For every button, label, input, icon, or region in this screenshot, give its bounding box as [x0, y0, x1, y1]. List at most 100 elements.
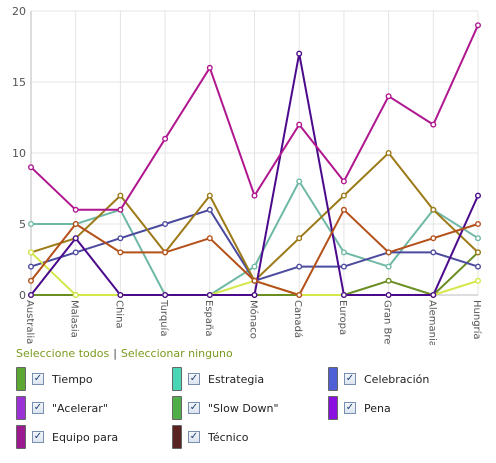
- y-tick-label: 20: [12, 5, 26, 18]
- data-point: [340, 178, 347, 185]
- x-tick-label: Alemania: [426, 300, 437, 345]
- data-point: [296, 50, 303, 57]
- y-tick-label: 15: [12, 76, 26, 89]
- data-point: [475, 263, 482, 270]
- data-point: [385, 292, 392, 299]
- legend-swatch: [328, 396, 338, 420]
- data-point: [296, 121, 303, 128]
- data-point: [430, 121, 437, 128]
- data-point: [430, 292, 437, 299]
- legend-swatch: [328, 367, 338, 391]
- data-point: [340, 249, 347, 256]
- legend-swatch: [172, 396, 182, 420]
- data-point: [206, 292, 213, 299]
- legend-swatch: [172, 425, 182, 449]
- legend-label: Pena: [364, 401, 391, 415]
- data-point: [206, 235, 213, 242]
- legend-checkbox[interactable]: ✓: [344, 402, 356, 414]
- data-point: [251, 292, 258, 299]
- select-all-link[interactable]: Seleccione todos: [16, 347, 110, 360]
- data-point: [430, 206, 437, 213]
- data-point: [475, 235, 482, 242]
- legend-item-pena[interactable]: ✓ Pena: [328, 395, 391, 421]
- data-point: [385, 149, 392, 156]
- legend-checkbox[interactable]: ✓: [344, 373, 356, 385]
- x-tick-label: Mónaco: [248, 300, 260, 339]
- y-tick-label: 10: [12, 147, 26, 160]
- legend-checkbox[interactable]: ✓: [188, 373, 200, 385]
- data-point: [72, 292, 79, 299]
- data-point: [162, 220, 169, 227]
- x-tick-label: China: [113, 300, 124, 329]
- data-point: [162, 292, 169, 299]
- data-point: [385, 249, 392, 256]
- y-tick-label: 5: [19, 218, 26, 231]
- data-point: [475, 192, 482, 199]
- legend-swatch: [172, 367, 182, 391]
- legend-item-tiempo[interactable]: ✓ Tiempo: [16, 366, 93, 392]
- data-point: [385, 277, 392, 284]
- y-tick-label: 0: [19, 289, 26, 302]
- data-point: [475, 22, 482, 29]
- data-point: [28, 277, 35, 284]
- legend: ✓ Tiempo ✓ Estrategia ✓ Celebración ✓ "A…: [16, 366, 486, 458]
- data-point: [72, 206, 79, 213]
- legend-item-equipo-para[interactable]: ✓ Equipo para: [16, 424, 118, 450]
- data-point: [296, 235, 303, 242]
- legend-item-celebracion[interactable]: ✓ Celebración: [328, 366, 429, 392]
- selection-separator: |: [113, 347, 117, 360]
- data-point: [296, 178, 303, 185]
- data-point: [28, 164, 35, 171]
- legend-swatch: [16, 367, 26, 391]
- legend-item-slow-down[interactable]: ✓ "Slow Down": [172, 395, 279, 421]
- data-point: [206, 192, 213, 199]
- legend-label: Estrategia: [208, 372, 265, 386]
- x-tick-label: Hungría: [471, 300, 483, 340]
- legend-checkbox[interactable]: ✓: [32, 402, 44, 414]
- data-point: [251, 277, 258, 284]
- legend-label: Tiempo: [52, 372, 93, 386]
- data-point: [430, 235, 437, 242]
- legend-label: Celebración: [364, 372, 430, 386]
- data-points: [28, 22, 482, 299]
- line-chart: 0 5 10 15 20 Australia Malasia China Turquía Espa…: [12, 5, 483, 345]
- legend-label: Técnico: [208, 430, 249, 444]
- data-point: [117, 249, 124, 256]
- legend-checkbox[interactable]: ✓: [32, 373, 44, 385]
- x-tick-label: España: [203, 300, 214, 336]
- selection-controls: Seleccione todos | Seleccionar ninguno: [16, 347, 233, 360]
- data-point: [28, 292, 35, 299]
- data-point: [117, 292, 124, 299]
- select-none-link[interactable]: Seleccionar ninguno: [120, 347, 233, 360]
- legend-label: Equipo para: [52, 430, 119, 444]
- data-point: [430, 249, 437, 256]
- x-tick-label: Turquía: [158, 299, 170, 336]
- data-point: [206, 206, 213, 213]
- data-point: [296, 263, 303, 270]
- data-point: [251, 192, 258, 199]
- x-tick-label: Canadá: [292, 300, 304, 338]
- legend-label: "Acelerar": [52, 401, 108, 415]
- legend-swatch: [16, 396, 26, 420]
- x-tick-label: Malasia: [69, 300, 80, 338]
- data-point: [162, 249, 169, 256]
- data-point: [72, 220, 79, 227]
- data-point: [385, 263, 392, 270]
- data-point: [28, 263, 35, 270]
- legend-item-estrategia[interactable]: ✓ Estrategia: [172, 366, 264, 392]
- data-point: [340, 192, 347, 199]
- data-point: [475, 249, 482, 256]
- data-point: [296, 292, 303, 299]
- data-point: [117, 206, 124, 213]
- legend-item-tecnico[interactable]: ✓ Técnico: [172, 424, 248, 450]
- data-point: [117, 235, 124, 242]
- legend-item-acelerar[interactable]: ✓ "Acelerar": [16, 395, 108, 421]
- data-point: [162, 135, 169, 142]
- x-tick-label: Europa: [337, 300, 348, 335]
- data-point: [28, 249, 35, 256]
- x-tick-label: Gran Bretaña: [382, 300, 393, 345]
- legend-checkbox[interactable]: ✓: [188, 402, 200, 414]
- legend-checkbox[interactable]: ✓: [188, 431, 200, 443]
- legend-checkbox[interactable]: ✓: [32, 431, 44, 443]
- data-point: [475, 277, 482, 284]
